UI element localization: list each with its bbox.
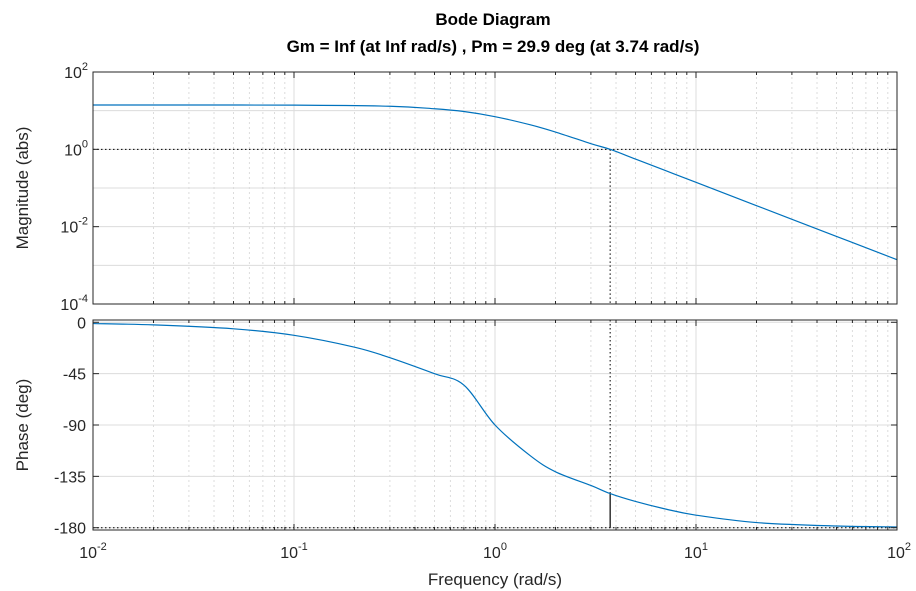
x-tick-label: 10-2 — [79, 541, 107, 562]
magnitude-y-tick-label: 10-4 — [60, 293, 88, 314]
magnitude-series — [92, 104, 898, 261]
phase-series — [92, 322, 898, 528]
phase-y-tick-label: -180 — [54, 521, 86, 538]
phase-y-axis-label: Phase (deg) — [13, 379, 32, 472]
chart-title: Bode Diagram — [435, 10, 550, 29]
phase-y-tick-label: 0 — [77, 315, 86, 332]
phase-reference-lines — [93, 320, 897, 529]
magnitude-grid — [92, 71, 898, 305]
phase-ticks: 0 -45 -90 -135 -180 10-2 10-1 100 101 102 — [54, 315, 911, 562]
phase-y-tick-label: -90 — [63, 418, 86, 435]
phase-y-tick-label: -135 — [54, 469, 86, 486]
phase-y-tick-label: -45 — [63, 367, 86, 384]
magnitude-y-tick-label: 10-2 — [60, 216, 88, 237]
magnitude-curve — [92, 104, 898, 261]
magnitude-y-axis-label: Magnitude (abs) — [13, 127, 32, 250]
x-tick-label: 100 — [483, 541, 507, 562]
magnitude-ticks: 10-4 10-2 100 102 — [60, 61, 898, 314]
chart-subtitle: Gm = Inf (at Inf rad/s) , Pm = 29.9 deg … — [287, 37, 700, 56]
x-tick-label: 10-1 — [280, 541, 308, 562]
x-axis-label: Frequency (rad/s) — [428, 570, 562, 589]
magnitude-y-tick-label: 100 — [64, 138, 88, 159]
x-tick-label: 101 — [684, 541, 708, 562]
magnitude-y-tick-label: 102 — [64, 61, 88, 82]
x-tick-label: 102 — [887, 541, 911, 562]
magnitude-reference-lines — [93, 148, 897, 304]
phase-curve — [92, 322, 898, 528]
